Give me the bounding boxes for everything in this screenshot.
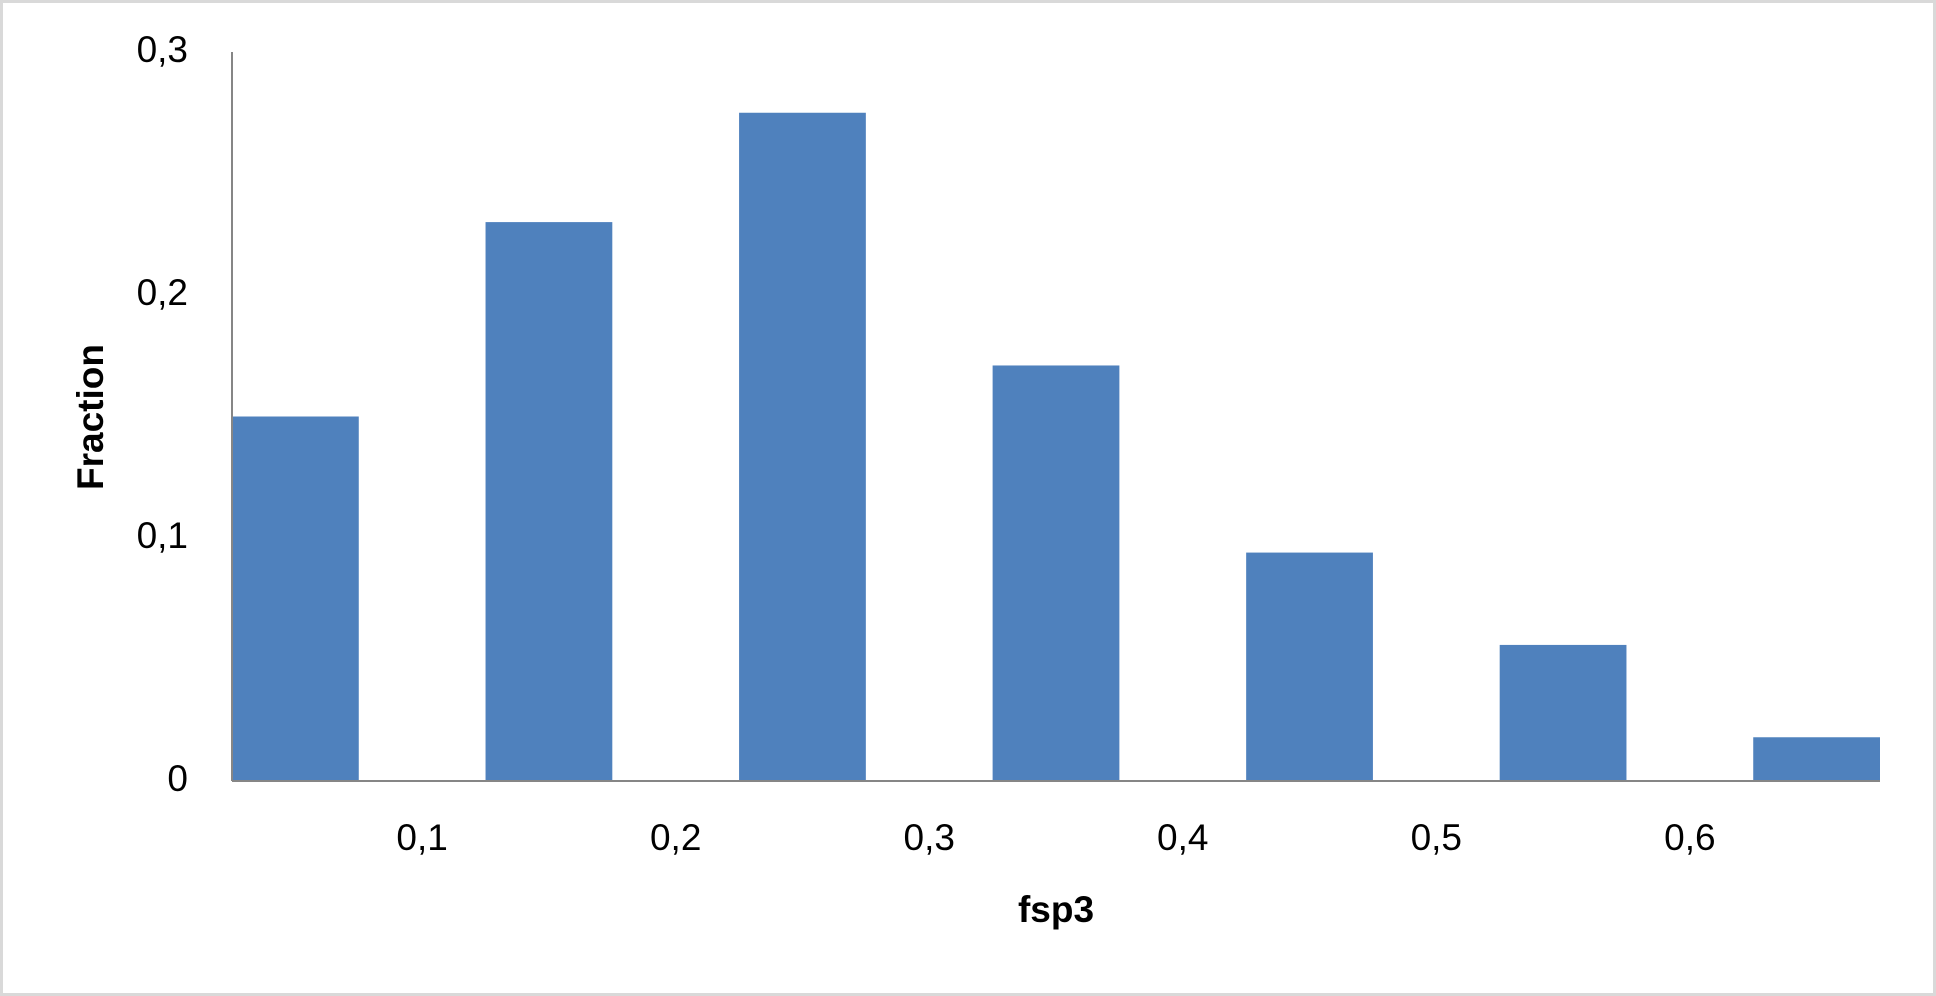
bar xyxy=(232,416,359,781)
x-tick-label: 0,4 xyxy=(1157,817,1208,858)
x-axis-title: fsp3 xyxy=(1018,889,1094,930)
bar xyxy=(739,112,866,781)
bar xyxy=(1499,644,1627,781)
y-axis-title: Fraction xyxy=(70,344,111,490)
x-tick-label: 0,6 xyxy=(1664,817,1715,858)
x-tick-label: 0,2 xyxy=(650,817,701,858)
bar xyxy=(992,365,1120,781)
bar xyxy=(1246,552,1373,781)
y-tick-label: 0 xyxy=(167,758,188,799)
x-tick-label: 0,1 xyxy=(396,817,447,858)
y-tick-label: 0,2 xyxy=(137,272,188,313)
x-tick-label: 0,5 xyxy=(1411,817,1462,858)
bar xyxy=(1753,737,1880,781)
y-tick-label: 0,1 xyxy=(137,515,188,556)
y-tick-label: 0,3 xyxy=(137,29,188,70)
bar xyxy=(485,222,613,782)
x-tick-label: 0,3 xyxy=(904,817,955,858)
